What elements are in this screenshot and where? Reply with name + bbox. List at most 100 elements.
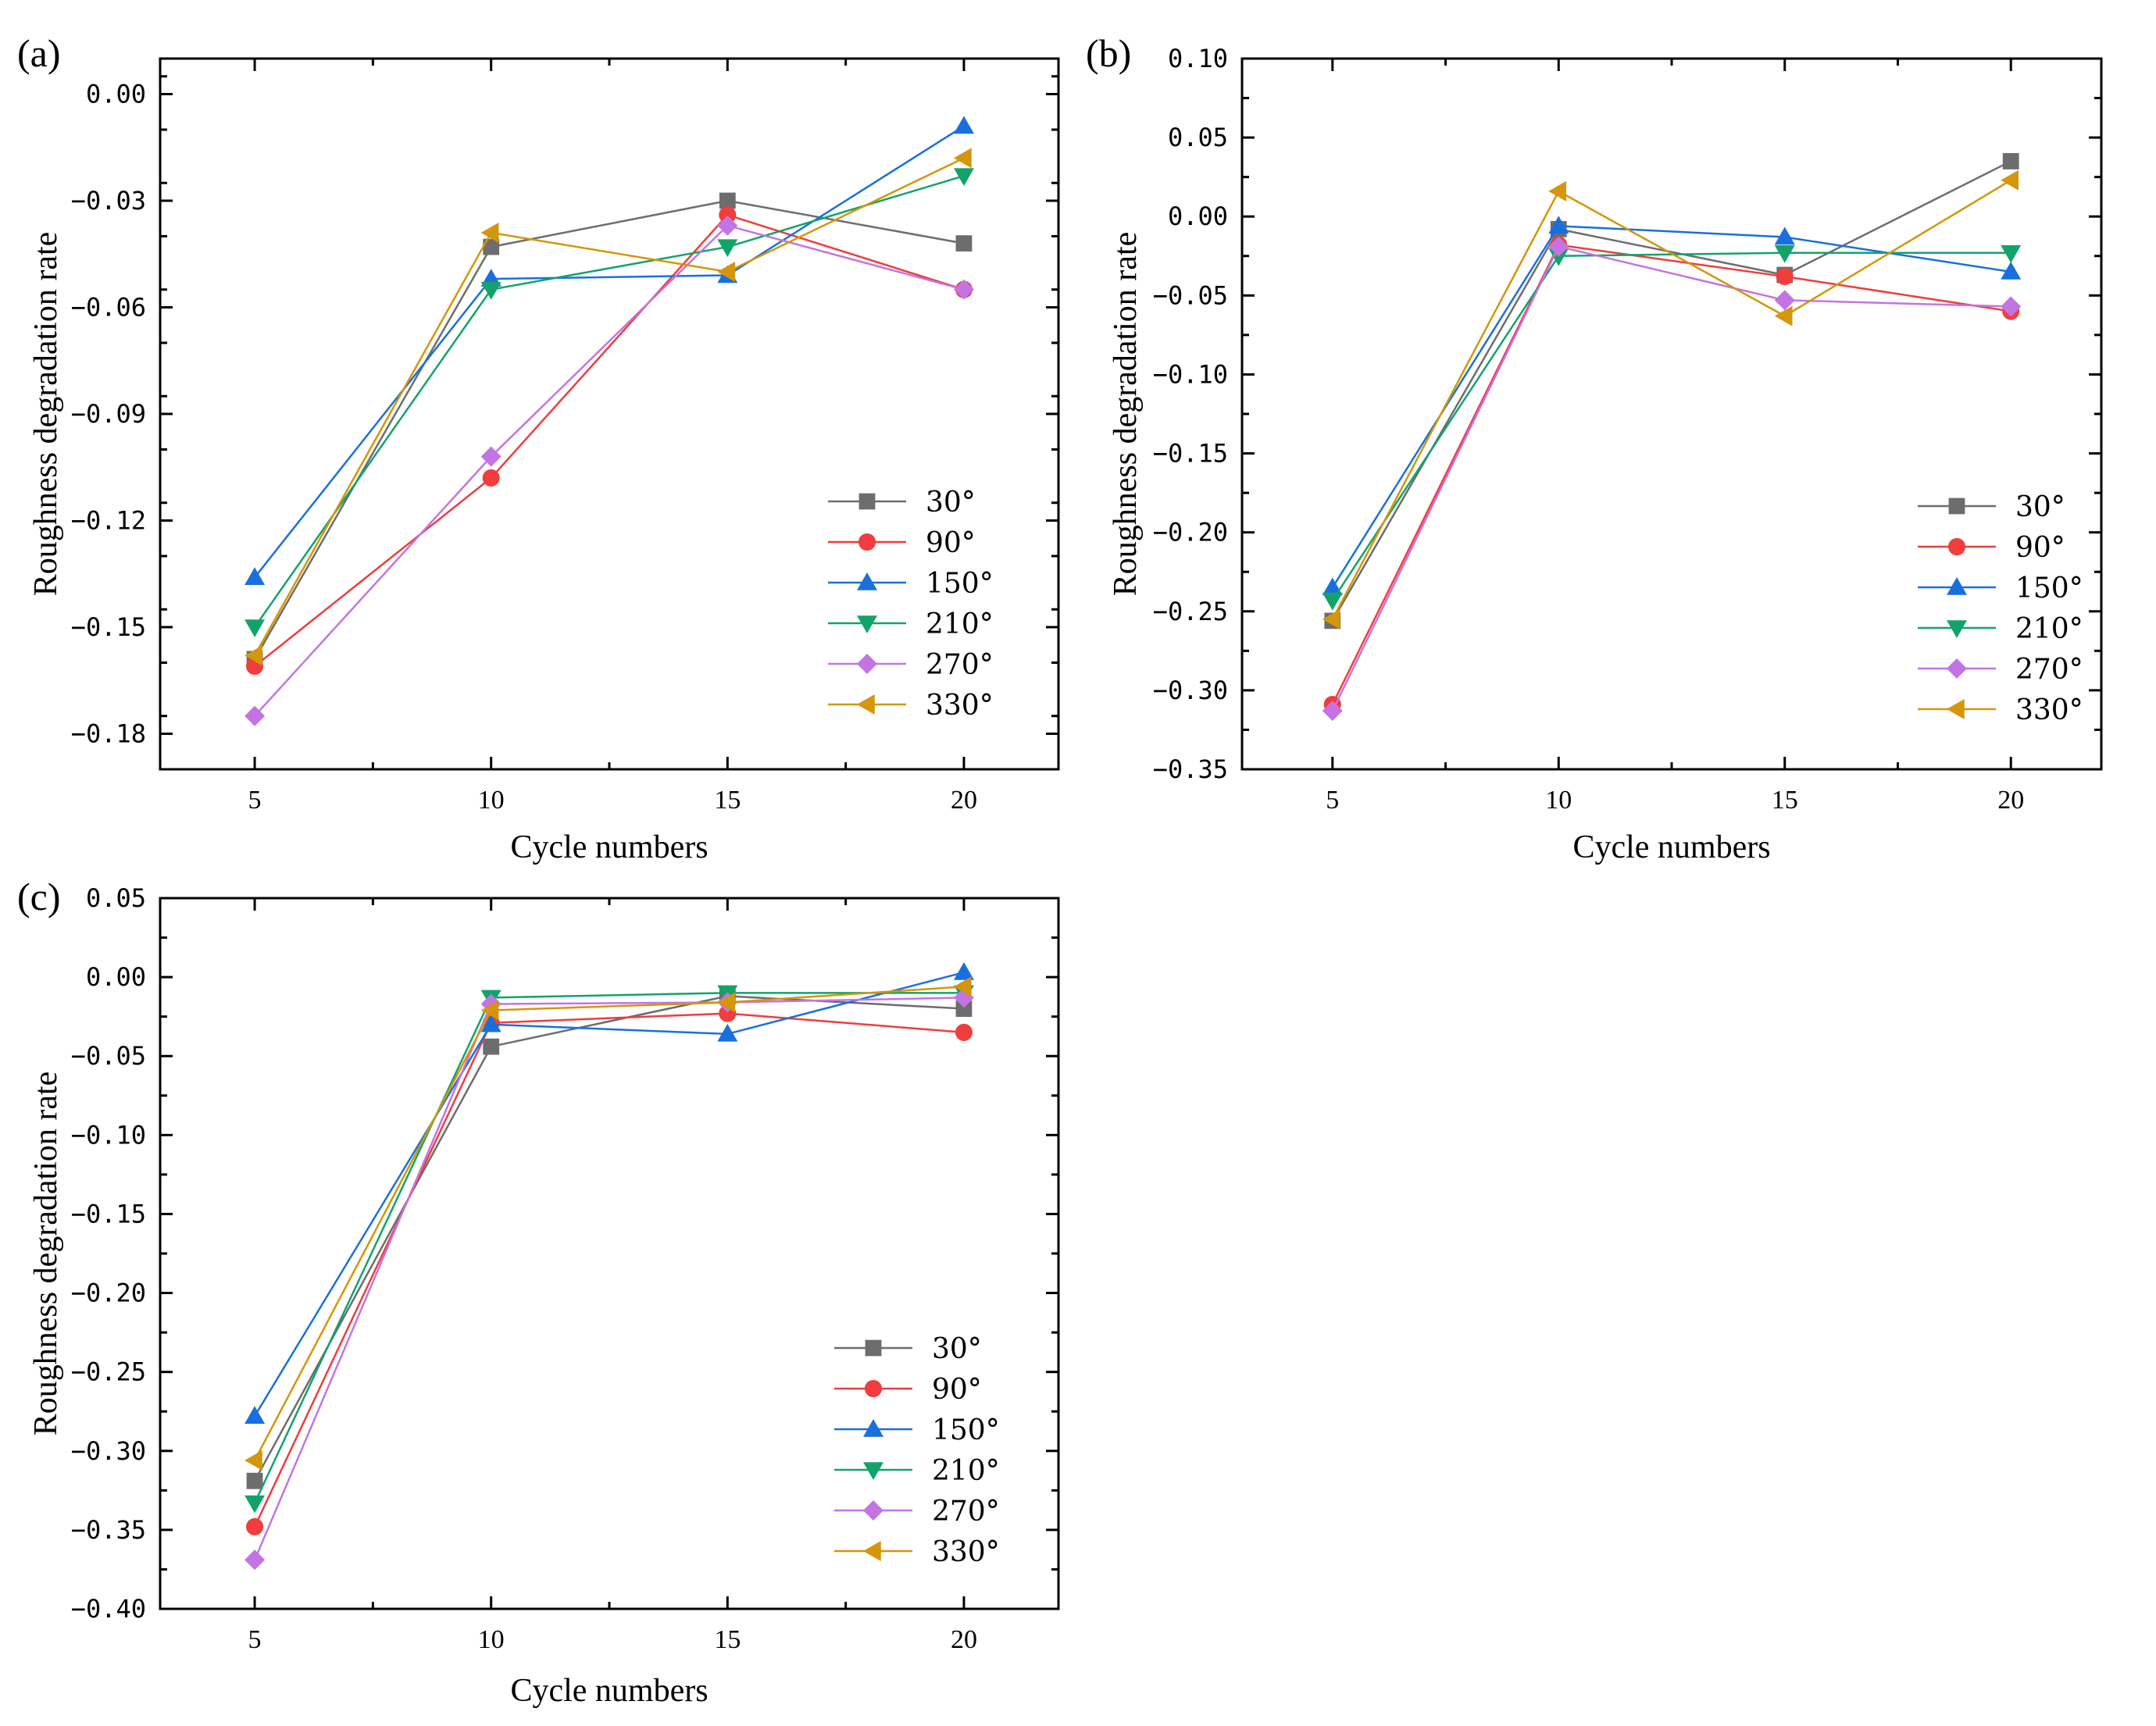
data-point xyxy=(480,1014,502,1032)
x-tick-label: 15 xyxy=(714,1625,741,1654)
x-tick-label: 20 xyxy=(1997,786,2024,815)
legend-marker xyxy=(1947,658,1967,679)
legend-marker xyxy=(857,654,877,674)
y-tick-label: −0.30 xyxy=(71,1436,146,1466)
data-point xyxy=(1776,268,1794,286)
chart-panel-a: (a) 0.00 −0.03 −0.06 −0.09 −0.12 −0.15 −0.18 5 10… xyxy=(17,31,1060,865)
y-tick-label: −0.40 xyxy=(71,1594,146,1624)
y-axis-title: Roughness degradation rate xyxy=(1108,232,1144,597)
data-point xyxy=(245,619,266,637)
series-line xyxy=(1331,225,2011,589)
y-tick-label: −0.05 xyxy=(1153,280,1228,310)
data-point xyxy=(1548,248,1569,266)
data-point xyxy=(719,192,736,209)
data-point xyxy=(953,168,974,187)
x-tick-label: 10 xyxy=(478,1625,505,1654)
data-point xyxy=(1322,701,1343,722)
data-point xyxy=(246,1517,264,1535)
chart-panel-b: (b) 0.10 0.05 0.00 −0.05 −0.10 −0.15 −0.20 −0.25… xyxy=(1086,31,2103,865)
series-2 xyxy=(245,116,974,586)
y-tick-label: −0.10 xyxy=(71,1120,146,1150)
y-tick-label: −0.15 xyxy=(71,612,146,642)
legend-marker xyxy=(863,1500,883,1521)
series-line xyxy=(1331,179,2011,620)
series-line xyxy=(253,997,964,1560)
data-point xyxy=(717,239,738,258)
legend-marker xyxy=(1947,699,1965,719)
legend-marker xyxy=(864,1379,883,1398)
x-axis-title: Cycle numbers xyxy=(510,1673,708,1709)
data-point xyxy=(1774,226,1795,245)
legend-marker xyxy=(863,1541,881,1561)
series-line xyxy=(253,971,965,1417)
data-point xyxy=(717,215,738,236)
plot-frame xyxy=(159,897,1060,1610)
legend-label: 270° xyxy=(2015,654,2083,686)
legend-marker xyxy=(1947,577,1967,595)
y-axis-title: Roughness degradation rate xyxy=(28,232,64,597)
data-point xyxy=(719,206,737,224)
series-5 xyxy=(245,976,972,1471)
data-point xyxy=(717,1023,738,1042)
series-line xyxy=(1331,160,2011,622)
legend-marker xyxy=(1947,537,1966,556)
series-0 xyxy=(246,192,973,668)
legend-label: 270° xyxy=(926,649,994,681)
legend-label: 90° xyxy=(2015,532,2065,564)
y-tick-label: −0.09 xyxy=(71,399,146,429)
data-point xyxy=(953,279,974,300)
series-line xyxy=(253,157,965,657)
x-tick-label: 5 xyxy=(248,1625,262,1654)
y-tick-label: 0.05 xyxy=(86,883,146,913)
data-point xyxy=(1548,216,1569,234)
data-point xyxy=(245,645,262,666)
legend-marker xyxy=(857,572,877,590)
series-3 xyxy=(245,168,974,637)
y-tick-label: −0.05 xyxy=(71,1041,146,1071)
series-line xyxy=(254,224,965,717)
plot-frame xyxy=(1240,57,2103,771)
series-line xyxy=(254,213,965,668)
series-1 xyxy=(1323,236,2020,714)
x-tick-label: 10 xyxy=(478,786,505,815)
data-point xyxy=(482,469,500,487)
y-tick-label: −0.35 xyxy=(71,1515,146,1545)
y-tick-label: −0.20 xyxy=(1153,518,1228,547)
legend-marker xyxy=(1948,497,1965,515)
data-point xyxy=(245,1450,262,1471)
legend-label: 210° xyxy=(932,1455,1000,1487)
legend-label: 30° xyxy=(932,1333,982,1365)
legend-label: 90° xyxy=(932,1374,982,1406)
data-point xyxy=(480,282,502,300)
x-tick-label: 5 xyxy=(1326,786,1339,815)
legend-marker xyxy=(858,533,876,551)
x-tick-label: 20 xyxy=(951,1625,977,1654)
y-tick-label: −0.15 xyxy=(71,1199,146,1229)
data-point xyxy=(1548,180,1567,201)
panel-label: (c) xyxy=(17,875,61,918)
y-tick-label: 0.05 xyxy=(1168,123,1228,152)
legend-label: 30° xyxy=(926,487,976,519)
data-point xyxy=(480,222,499,243)
legend: 30° 90° 150° 210° 270° 330° xyxy=(828,487,994,722)
data-point xyxy=(2002,153,2019,169)
series-5 xyxy=(1322,169,2019,629)
series-5 xyxy=(245,148,972,666)
legend-label: 150° xyxy=(932,1414,1000,1446)
legend-marker xyxy=(865,1339,882,1357)
y-tick-label: 0.10 xyxy=(1168,44,1228,73)
data-point xyxy=(480,446,502,467)
panel-label: (a) xyxy=(17,31,61,75)
panel-label: (b) xyxy=(1086,31,1131,75)
data-point xyxy=(717,262,736,282)
x-tick-label: 10 xyxy=(1545,786,1572,815)
legend-label: 330° xyxy=(926,690,994,722)
data-point xyxy=(483,238,500,255)
plot-frame xyxy=(159,57,1060,771)
data-point xyxy=(2001,244,2022,263)
legend-label: 270° xyxy=(932,1496,1000,1528)
data-point xyxy=(1322,608,1340,629)
y-tick-label: −0.15 xyxy=(1153,439,1228,469)
series-3 xyxy=(245,985,974,1514)
